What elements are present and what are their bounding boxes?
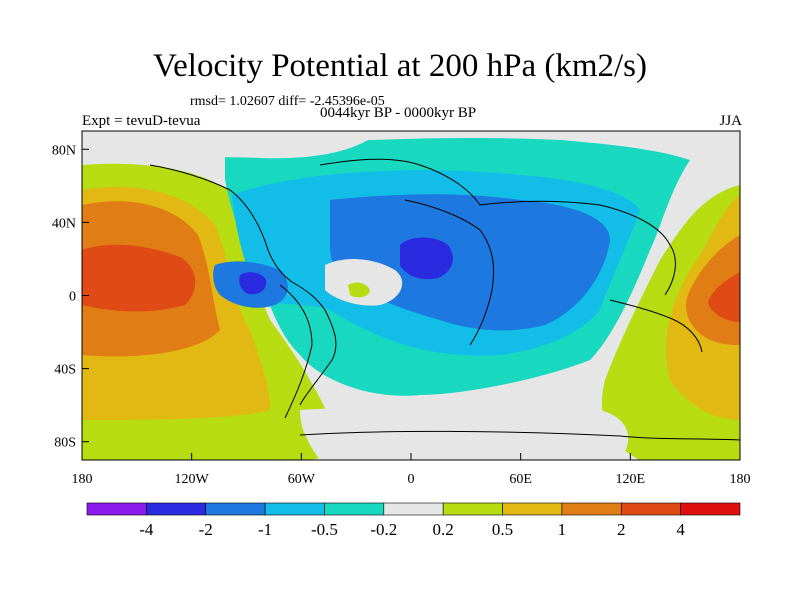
colorbar-level-label: -4 (139, 520, 154, 539)
colorbar-segment (442, 502, 503, 516)
colorbar-level-label: 0.5 (491, 520, 514, 539)
colorbar-level-label: 2 (617, 520, 626, 539)
colorbar-level-label: 0.2 (432, 520, 454, 539)
colorbar-segment (502, 502, 563, 516)
colorbar-level-label: 4 (676, 520, 685, 539)
y-tick-label: 80N (52, 143, 76, 158)
coastlines (149, 158, 740, 441)
x-tick-label: 120W (175, 472, 210, 487)
colorbar-level-label: -0.2 (370, 520, 398, 539)
x-tick-label: 60E (509, 472, 532, 487)
x-tick-label: 60W (288, 472, 316, 487)
x-tick-label: 180 (72, 472, 93, 487)
contour-field (82, 131, 740, 460)
experiment-label: Expt = tevuD-tevua (82, 113, 201, 129)
colorbar-segment (86, 502, 147, 516)
colorbar-segment (264, 502, 325, 516)
colorbar-segment (383, 502, 444, 516)
x-tick-label: 180 (730, 472, 751, 487)
stats-label: rmsd= 1.02607 diff= -2.45396e-05 (190, 94, 385, 109)
colorbar-segment (146, 502, 207, 516)
colorbar-segment (561, 502, 622, 516)
period-label: 0044kyr BP - 0000kyr BP (320, 105, 477, 121)
colorbar-segment (324, 502, 385, 516)
axis-ticks (81, 148, 741, 460)
colorbar-level-label: -2 (198, 520, 213, 539)
colorbar-segment (680, 502, 741, 516)
season-label: JJA (719, 113, 742, 129)
colorbar-level-label: -0.5 (310, 520, 338, 539)
colorbar-segment (205, 502, 266, 516)
x-tick-label: 120E (616, 472, 646, 487)
y-tick-label: 40S (54, 363, 76, 378)
colorbar-level-label: 1 (557, 520, 567, 539)
y-tick-label: 40N (52, 216, 76, 231)
chart-title: Velocity Potential at 200 hPa (km2/s) (152, 48, 648, 84)
colorbar-segment (620, 502, 681, 516)
y-tick-label: 80S (54, 436, 76, 451)
y-tick-label: 0 (69, 290, 76, 305)
colorbar-level-label: -1 (257, 520, 273, 539)
x-tick-label: 0 (408, 472, 415, 487)
axis-labels: 180 120W 60W 0 60E 120E 180 80N 40N 0 40S 80S (52, 143, 751, 487)
colorbar (86, 502, 741, 516)
